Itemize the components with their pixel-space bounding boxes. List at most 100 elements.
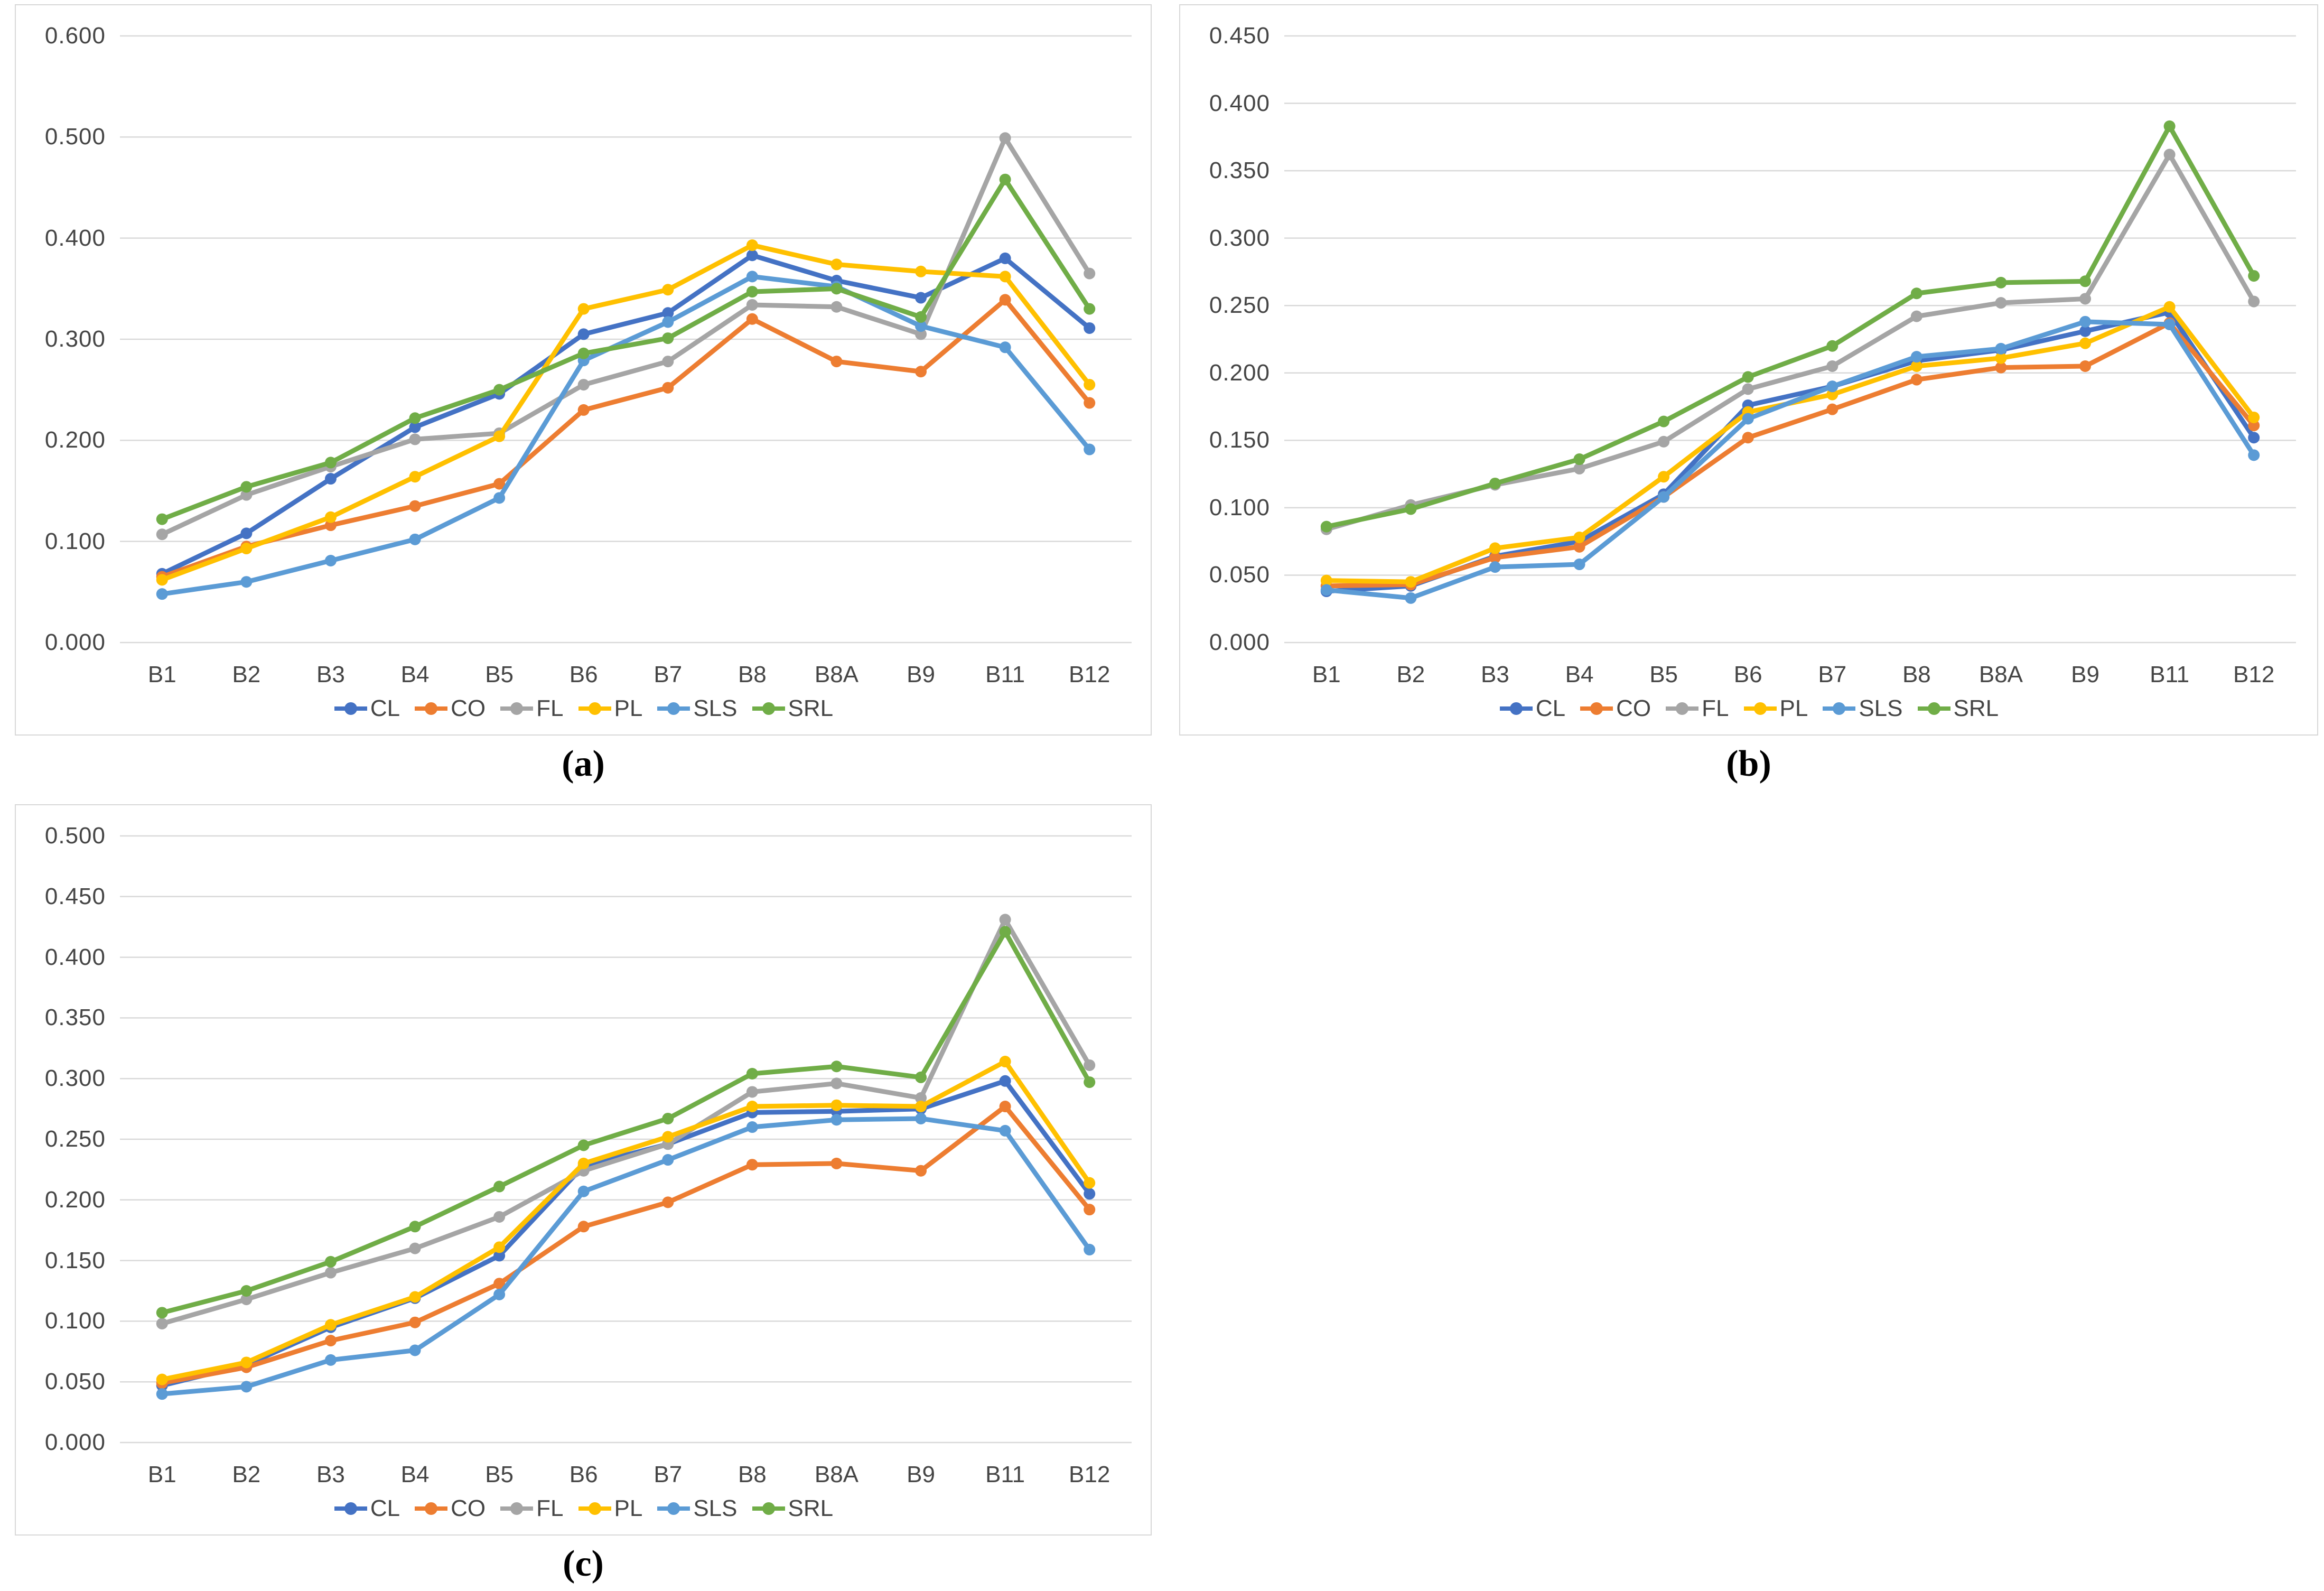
data-point-marker-FL [156,528,168,541]
x-tick-label: B1 [1312,662,1341,687]
data-point-marker-SLS [409,1344,421,1356]
data-point-marker-CL [2079,325,2092,337]
legend-line-marker-icon [1666,702,1699,715]
data-point-marker-SLS [915,1112,927,1124]
data-point-marker-SRL [662,332,674,345]
data-point-marker-SLS [746,1121,758,1133]
data-point-marker-SLS [1826,380,1838,393]
series-line-CO [160,1104,1092,1385]
x-tick-label: B1 [147,1462,176,1487]
data-point-marker-SLS [1910,351,1922,363]
y-tick-label: 0.400 [44,944,106,970]
legend-label: CO [451,1495,486,1521]
data-point-marker-SRL [156,1307,168,1319]
legend: CL CO FL PL SLS SRL [16,1495,1151,1522]
y-tick-label: 0.200 [1209,359,1270,386]
y-tick-label: 0.500 [44,124,106,150]
plot-area-a [120,35,1132,644]
x-tick-label: B5 [485,1462,514,1487]
legend-label: SLS [1859,695,1903,721]
data-point-marker-SRL [2248,270,2260,282]
x-tick-label: B12 [1069,662,1110,687]
data-point-marker-SRL [577,347,590,359]
legend-item-SLS: SLS [656,695,738,722]
series-line-SLS [160,274,1092,597]
legend-line-marker-icon [415,702,448,715]
data-point-marker-PL [662,284,674,296]
data-point-marker-CO [577,1221,590,1233]
data-point-marker-PL [1084,1177,1096,1189]
y-tick-label: 0.100 [44,1308,106,1334]
legend-label: SRL [788,1495,834,1521]
data-point-marker-SRL [746,286,758,298]
data-point-marker-FL [409,433,421,445]
data-point-marker-SLS [240,576,253,588]
data-point-marker-CO [1084,397,1096,409]
legend-line-marker-icon [752,702,785,715]
y-tick-label: 0.500 [44,823,106,849]
data-point-marker-PL [830,258,843,271]
data-point-marker-SLS [830,1114,843,1126]
data-point-marker-CO [746,313,758,325]
data-point-marker-SRL [1084,303,1096,315]
y-tick-label: 0.200 [44,427,106,453]
data-point-marker-PL [999,271,1011,283]
legend-label: FL [536,1495,564,1521]
data-point-marker-SRL [1742,371,1754,383]
x-tick-label: B2 [232,1462,261,1487]
x-tick-label: B9 [907,662,935,687]
data-point-marker-PL [1573,532,1585,544]
data-point-marker-CO [915,1165,927,1177]
data-point-marker-PL [746,239,758,252]
data-point-marker-FL [830,1077,843,1090]
data-point-marker-PL [915,1101,927,1113]
data-point-marker-SLS [1573,559,1585,571]
chart-panel-b: 0.450 0.400 0.350 0.300 0.250 0.200 0.150 0.100… [1179,4,2318,736]
data-point-marker-FL [746,299,758,311]
y-tick-label: 0.300 [1209,225,1270,251]
legend-item-FL: FL [499,1495,564,1522]
data-point-marker-SLS [240,1381,253,1393]
x-tick-label: B4 [400,662,430,687]
legend-line-marker-icon [1499,702,1533,715]
data-point-marker-CL [746,249,758,262]
data-point-marker-CL [409,421,421,433]
data-point-marker-SLS [493,1288,506,1300]
legend-item-CL: CL [333,1495,400,1522]
x-tick-label: B9 [2071,662,2099,687]
legend-line-marker-icon [500,702,534,715]
data-point-marker-CO [915,366,927,378]
data-point-marker-CO [2248,420,2260,432]
data-point-marker-CO [409,1316,421,1328]
legend-line-marker-icon [1823,702,1856,715]
data-point-marker-SRL [1320,520,1332,533]
data-point-marker-SRL [409,412,421,424]
data-point-marker-PL [1995,352,2007,364]
y-tick-label: 0.200 [44,1186,106,1213]
data-point-marker-SRL [1405,503,1417,515]
legend-item-FL: FL [499,695,564,722]
data-point-marker-SLS [324,1354,337,1366]
data-point-marker-SRL [577,1139,590,1151]
data-point-marker-CO [324,519,337,532]
series-line-SLS [160,1116,1092,1397]
chart-panel-a: 0.600 0.500 0.400 0.300 0.200 0.100 0.000 B1 B2 B… [15,4,1152,736]
data-point-marker-SRL [1910,287,1922,300]
x-tick-label: B8A [814,662,859,687]
data-point-marker-FL [156,1317,168,1329]
legend-label: CO [1616,695,1651,721]
y-tick-label: 0.150 [1209,427,1270,453]
data-point-marker-CO [662,382,674,394]
data-point-marker-CO [493,1278,506,1290]
legend-label: PL [614,695,643,721]
data-point-marker-SLS [156,588,168,600]
x-tick-label: B8 [738,1462,767,1487]
data-point-marker-CO [999,294,1011,306]
data-point-marker-PL [662,1131,674,1143]
data-point-marker-SRL [1084,1076,1096,1088]
y-tick-label: 0.000 [44,1429,106,1455]
data-point-marker-CL [240,527,253,539]
data-point-marker-PL [2163,301,2176,313]
data-point-marker-CL [577,328,590,340]
x-tick-label: B6 [569,662,598,687]
